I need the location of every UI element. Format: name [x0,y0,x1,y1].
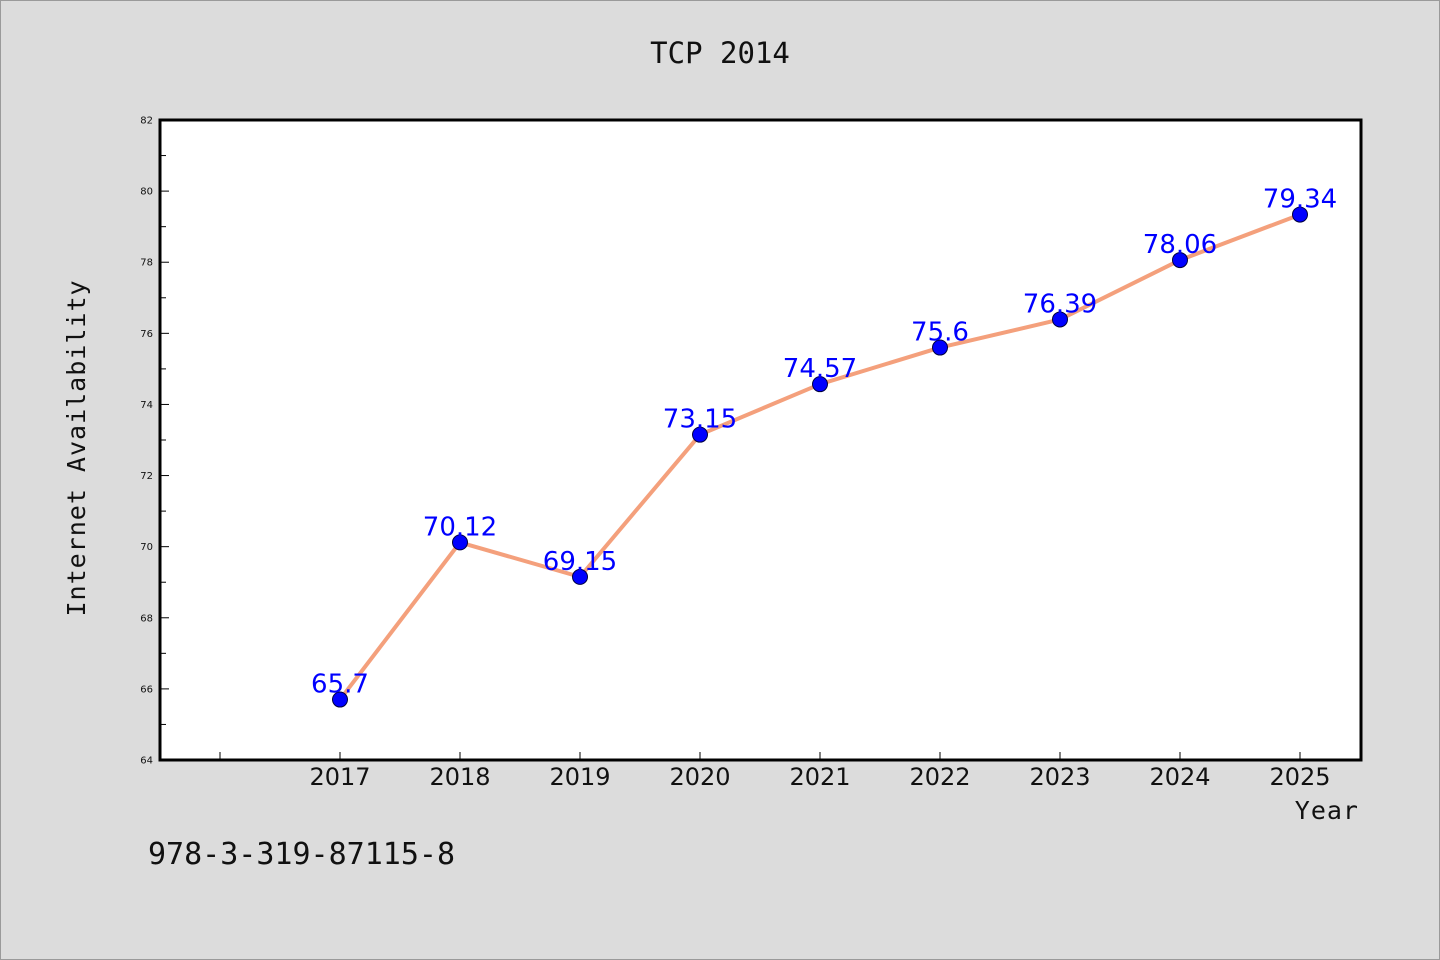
data-point [452,534,468,551]
y-tick-label: 68 [140,613,153,624]
data-label: 78.06 [1143,230,1217,260]
y-tick-label: 78 [140,258,153,269]
data-label: 76.39 [1023,289,1097,319]
x-tick-label: 2020 [669,763,730,791]
y-tick-label: 74 [140,400,153,411]
y-tick-label: 70 [140,542,153,553]
data-point [692,426,708,443]
data-label: 69.15 [543,547,617,577]
data-point [572,568,588,585]
x-tick-label: 2025 [1269,763,1330,791]
x-tick-label: 2019 [549,763,610,791]
x-tick-label: 2022 [909,763,970,791]
data-point [1052,311,1068,328]
chart-title: TCP 2014 [650,36,790,70]
y-tick-label: 66 [140,684,153,695]
y-tick-label: 80 [140,187,153,198]
y-tick-label: 76 [140,329,153,340]
data-point [1292,206,1308,223]
x-tick-label: 2024 [1149,763,1210,791]
y-tick-label: 64 [140,756,153,767]
y-axis: 64 66 68 70 72 74 76 78 80 82 [140,116,169,767]
data-point [1172,252,1188,269]
y-axis-label: Internet Availability [62,279,91,616]
x-tick-label: 2018 [429,763,490,791]
y-tick-label: 72 [140,471,153,482]
data-point [812,376,828,393]
series-layer [332,206,1308,708]
data-label: 74.57 [783,354,857,384]
data-label: 79.34 [1263,185,1337,215]
plot-area [158,118,1363,762]
data-point [332,691,348,708]
data-label: 73.15 [663,405,737,435]
x-tick-label: 2023 [1029,763,1090,791]
data-label-layer: 65.7 70.12 69.15 73.15 74.57 75.6 76.39 78.06 79… [311,185,1337,700]
data-label: 75.6 [911,318,969,348]
data-label: 65.7 [311,670,369,700]
data-label: 70.12 [423,512,497,542]
footnote-isbn: 978-3-319-87115-8 [148,837,455,872]
y-tick-label: 82 [140,116,153,127]
x-tick-label: 2021 [789,763,850,791]
x-axis: 2017 2018 2019 2020 2021 2022 2023 2024 2025 [219,752,1331,791]
data-point [932,339,948,356]
x-tick-label: 2017 [309,763,370,791]
x-axis-label: Year [1295,796,1359,825]
